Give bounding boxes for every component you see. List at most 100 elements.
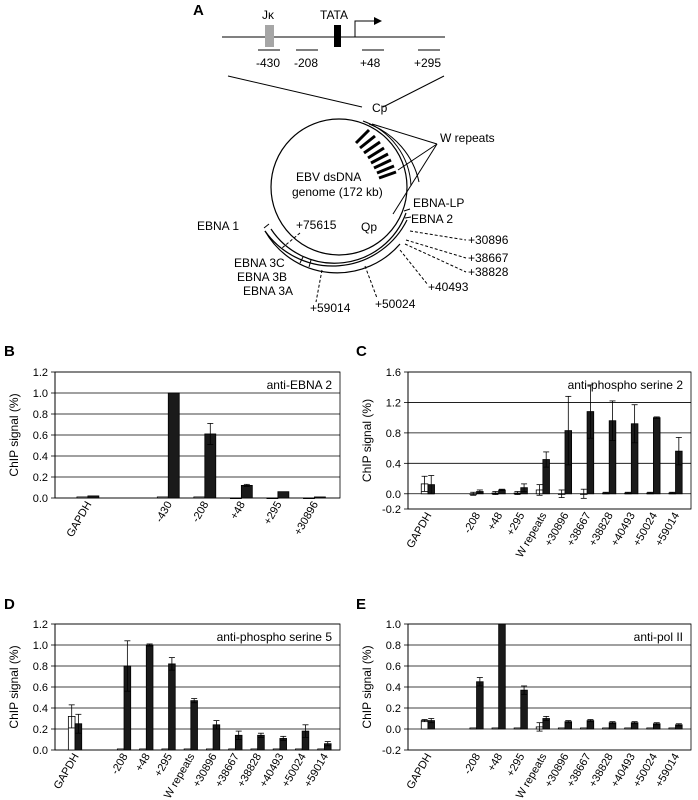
genome-title-line1: EBV dsDNA bbox=[296, 170, 361, 184]
bar bbox=[277, 491, 290, 499]
bar bbox=[161, 748, 169, 751]
y-tick-label: 0.4 bbox=[33, 451, 48, 463]
y-tick-label: 0.8 bbox=[386, 640, 401, 652]
bar bbox=[295, 748, 303, 751]
y-axis-label: ChIP signal (%) bbox=[7, 393, 21, 476]
primer-label: -430 bbox=[256, 56, 280, 70]
y-axis-label: ChIP signal (%) bbox=[360, 645, 374, 728]
y-tick-label: 1.2 bbox=[33, 619, 48, 631]
panel-label-d: D bbox=[4, 596, 15, 613]
bar bbox=[491, 727, 500, 730]
bar bbox=[498, 623, 506, 730]
bar bbox=[476, 681, 484, 730]
ebna3a-label: EBNA 3A bbox=[243, 284, 293, 298]
y-tick-label: 0.8 bbox=[33, 661, 48, 673]
chart-annotation: anti-EBNA 2 bbox=[267, 378, 333, 392]
tick bbox=[403, 208, 411, 212]
amplicon-leader bbox=[404, 243, 467, 273]
panel-label-c: C bbox=[356, 343, 367, 360]
chart-b: 0.0 0.2 0.4 0.6 0.8 1.0 1.2 ChIP signal (%) anti… bbox=[7, 367, 341, 539]
y-axis-label: ChIP signal (%) bbox=[7, 645, 21, 728]
amplicon-label: +30896 bbox=[468, 233, 509, 247]
y-tick-label: -0.2 bbox=[382, 745, 401, 757]
y-tick-label: 0.8 bbox=[33, 409, 48, 421]
ebna1-transcript-arc bbox=[264, 230, 401, 274]
y-tick-label: -0.2 bbox=[382, 504, 401, 516]
amplicon-leader bbox=[364, 265, 378, 299]
bar bbox=[602, 727, 610, 730]
x-tick-label: +48 bbox=[228, 500, 248, 522]
plot-frame bbox=[407, 371, 692, 510]
x-tick-label: -208 bbox=[462, 511, 483, 536]
genome-title-line2: genome (172 kb) bbox=[292, 185, 383, 199]
y-tick-label: 1.2 bbox=[33, 367, 48, 379]
bar bbox=[314, 496, 326, 499]
x-tick-label: +295 bbox=[152, 752, 175, 779]
y-tick-label: 0.4 bbox=[386, 458, 401, 470]
x-tick-label: GAPDH bbox=[405, 510, 435, 550]
y-tick-label: 0.2 bbox=[33, 724, 48, 736]
amplicon-leader bbox=[281, 232, 301, 249]
bar bbox=[87, 495, 100, 499]
bar bbox=[228, 748, 236, 751]
x-tick-label: +295 bbox=[262, 500, 285, 527]
w-pointer bbox=[392, 143, 438, 215]
x-tick-label: GAPDH bbox=[405, 751, 435, 791]
ebna2-label: EBNA 2 bbox=[411, 212, 453, 226]
bar bbox=[183, 748, 192, 751]
chart-c: -0.2 0.0 0.4 0.8 1.2 1.6 ChIP signal (%) anti-p… bbox=[360, 367, 692, 560]
tata-element bbox=[334, 25, 341, 47]
y-tick-label: 0.0 bbox=[33, 745, 48, 757]
amplicon-leader bbox=[399, 249, 429, 286]
y-tick-label: 0.4 bbox=[33, 703, 48, 715]
y-tick-label: 0.0 bbox=[386, 724, 401, 736]
bar bbox=[557, 727, 566, 730]
panel-label-e: E bbox=[356, 596, 367, 613]
y-tick-label: 0.6 bbox=[33, 430, 48, 442]
bar bbox=[240, 484, 253, 499]
x-tick-label: +48 bbox=[133, 752, 153, 774]
tick bbox=[404, 216, 412, 219]
primer-label: +295 bbox=[414, 56, 441, 70]
bar bbox=[229, 497, 242, 500]
bar bbox=[513, 727, 522, 730]
chart-annotation: anti-phospho serine 5 bbox=[217, 630, 333, 644]
bar bbox=[250, 748, 259, 751]
x-tick-label: +295 bbox=[505, 511, 528, 538]
bar bbox=[145, 644, 154, 751]
bar bbox=[272, 748, 281, 751]
bar bbox=[167, 392, 180, 499]
qp-label: Qp bbox=[361, 220, 377, 234]
x-tick-label: +30896 bbox=[292, 500, 321, 538]
amplicon-label: +40493 bbox=[428, 280, 469, 294]
tick bbox=[263, 223, 270, 229]
amplicon-label: +75615 bbox=[296, 218, 337, 232]
y-tick-label: 0.2 bbox=[386, 703, 401, 715]
bar bbox=[190, 700, 198, 751]
w-repeats-arc-outer bbox=[368, 123, 420, 183]
amplicon-leader bbox=[315, 269, 323, 303]
bar bbox=[646, 727, 654, 730]
x-tick-label: +48 bbox=[486, 511, 506, 533]
cp-label: Cp bbox=[372, 101, 388, 115]
y-tick-label: 1.2 bbox=[386, 397, 401, 409]
tata-label: TATA bbox=[320, 8, 348, 22]
bar bbox=[139, 748, 147, 751]
amplicon-label: +50024 bbox=[375, 297, 416, 311]
x-tick-label: -208 bbox=[190, 500, 211, 525]
ebna-transcript-arc bbox=[270, 212, 407, 264]
amplicon-leader bbox=[409, 230, 467, 241]
primer-label: -208 bbox=[294, 56, 318, 70]
locus-diagram: Jκ TATA -430 -208 +48 +295 bbox=[222, 8, 445, 108]
tick bbox=[299, 256, 304, 264]
genome-map: Cp W repeats EBV dsDNA genome (172 kb) E… bbox=[197, 101, 509, 315]
zoom-line-left bbox=[227, 75, 363, 108]
amplicon-leader bbox=[405, 239, 467, 259]
y-tick-label: 1.0 bbox=[33, 388, 48, 400]
amplicon-label: +59014 bbox=[310, 301, 351, 315]
x-tick-label: -208 bbox=[109, 752, 130, 777]
x-tick-label: +295 bbox=[505, 752, 528, 779]
ebna1-label: EBNA 1 bbox=[197, 219, 239, 233]
chart-e: -0.2 0.0 0.2 0.4 0.6 0.8 1.0 ChIP signal (%) ant… bbox=[360, 619, 692, 800]
x-tick-label: GAPDH bbox=[52, 751, 82, 791]
